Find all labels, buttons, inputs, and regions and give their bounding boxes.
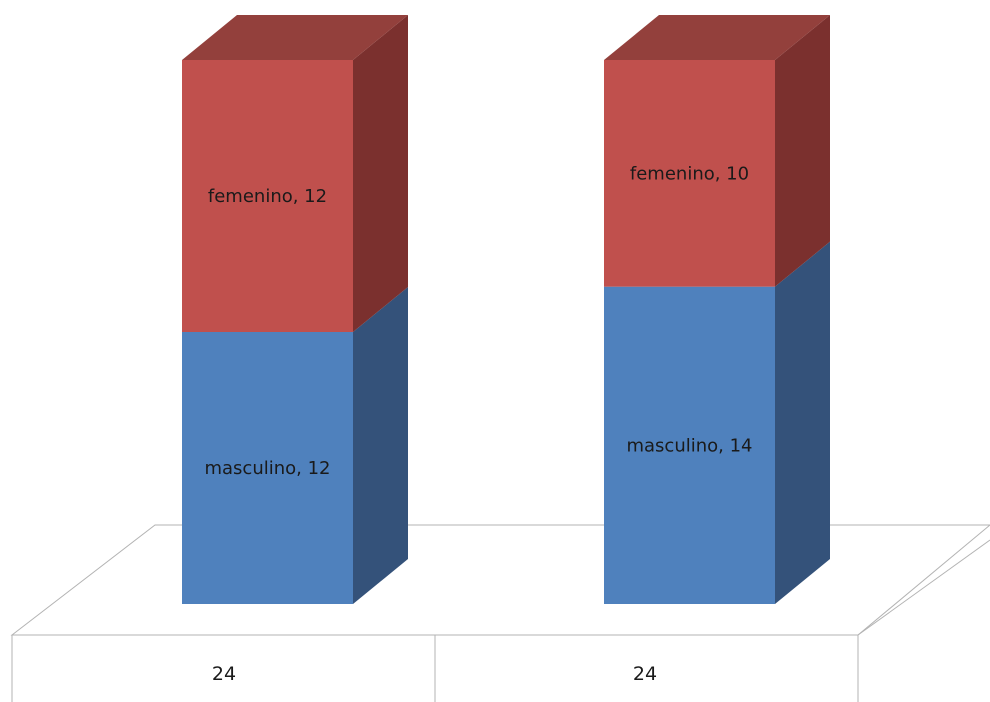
- bar-segment-femenino: [182, 60, 353, 332]
- floor-right-edge: [857, 539, 990, 636]
- bars-group: masculino, 12 femenino, 12 masculino, 14 fe…: [182, 15, 830, 604]
- data-label: femenino, 10: [630, 163, 749, 184]
- data-label: femenino, 12: [208, 186, 327, 207]
- category-label: 24: [633, 663, 657, 685]
- bar-side-masculino: [353, 287, 408, 604]
- bar-segment-masculino: [182, 332, 353, 604]
- bar-top-femenino: [604, 15, 830, 60]
- bar-segment-femenino: [604, 60, 775, 287]
- bar-side-femenino: [353, 15, 408, 332]
- bar-side-femenino: [775, 15, 830, 287]
- bar-segment-masculino: [604, 286, 775, 604]
- bar-top-femenino: [182, 15, 408, 60]
- chart-floor: [10, 524, 990, 636]
- data-label: masculino, 12: [204, 458, 330, 479]
- category-label: 24: [212, 663, 236, 685]
- bar-side-masculino: [775, 241, 830, 604]
- data-label: masculino, 14: [626, 435, 752, 456]
